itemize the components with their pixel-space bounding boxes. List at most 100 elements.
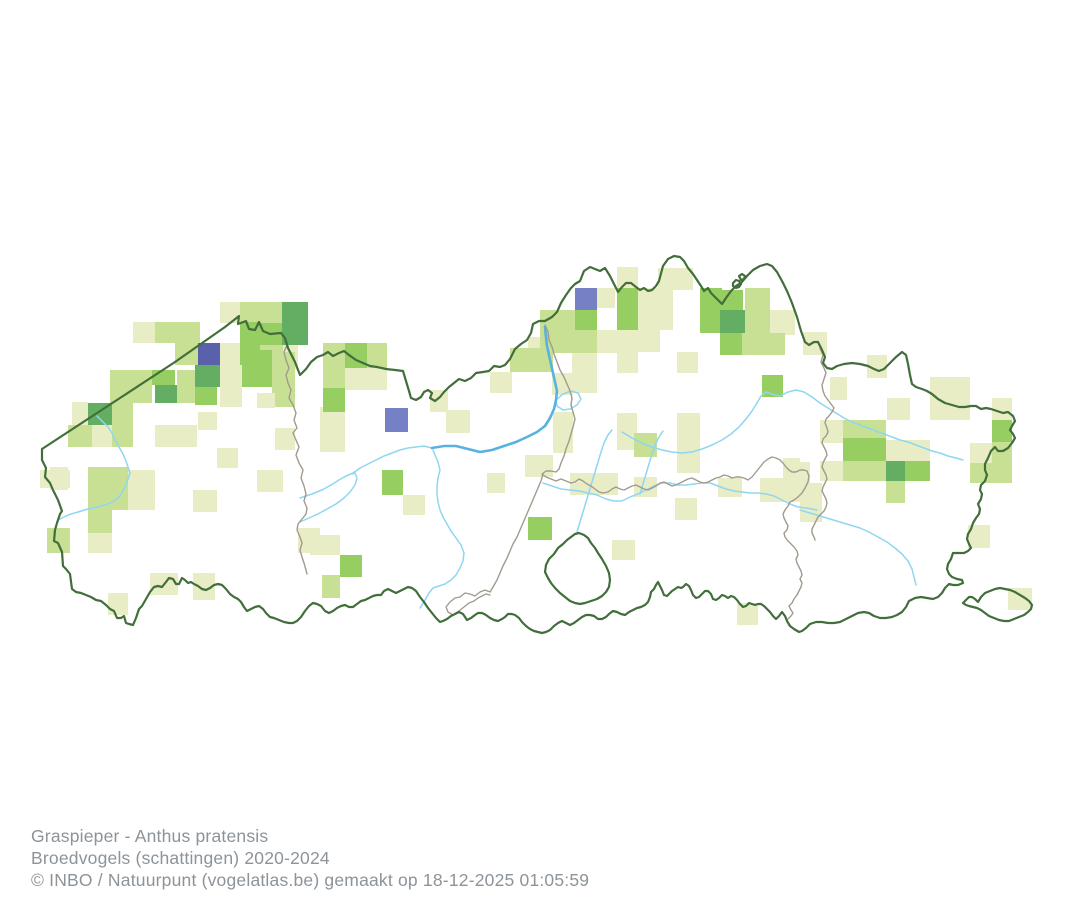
- grid-cell: [323, 368, 345, 388]
- river-path: [299, 445, 433, 499]
- grid-cell: [968, 525, 990, 548]
- grid-cell: [887, 398, 910, 420]
- grid-cell: [275, 428, 295, 450]
- region-border-path: [543, 531, 612, 606]
- grid-cell: [760, 478, 783, 502]
- grid-cell: [68, 425, 92, 447]
- grid-cell: [970, 463, 992, 483]
- grid-cell: [597, 288, 615, 308]
- province-border-path: [283, 337, 308, 575]
- grid-cell: [385, 408, 408, 432]
- grid-cell: [992, 442, 1012, 463]
- grid-cell: [272, 352, 295, 407]
- grid-cell: [88, 467, 128, 510]
- grid-cell: [88, 403, 112, 425]
- grid-cell: [220, 343, 240, 365]
- river-path: [771, 389, 964, 461]
- caption-period: Broedvogels (schattingen) 2020-2024: [31, 848, 330, 868]
- grid-cell: [617, 413, 637, 450]
- grid-cell: [40, 470, 70, 488]
- grid-cell: [47, 528, 70, 553]
- grid-cell: [617, 288, 638, 310]
- grid-cell: [320, 407, 345, 452]
- grid-cell: [830, 377, 847, 400]
- river-path: [799, 509, 917, 586]
- grid-cell: [193, 490, 217, 512]
- river-path: [542, 482, 818, 511]
- grid-cell: [133, 322, 155, 343]
- grid-cell: [770, 310, 795, 335]
- grid-cell: [905, 461, 930, 481]
- river-path: [555, 390, 582, 411]
- grid-cell: [867, 355, 887, 378]
- grid-cell: [762, 375, 783, 397]
- grid-cell: [843, 461, 886, 481]
- grid-cell: [843, 438, 886, 461]
- grid-cell: [742, 333, 763, 355]
- grid-cell: [323, 388, 345, 412]
- grid-cells-layer: [40, 267, 1032, 625]
- river-path: [299, 472, 358, 523]
- grid-cell: [195, 387, 217, 405]
- province-border-path: [541, 324, 810, 620]
- grid-cell: [992, 463, 1012, 483]
- grid-cell: [193, 573, 215, 600]
- grid-cell: [155, 322, 178, 343]
- grid-cell: [260, 302, 282, 323]
- grid-cell: [992, 398, 1012, 420]
- grid-cell: [198, 412, 217, 430]
- river-path: [621, 391, 773, 454]
- rivers-layer: [57, 325, 964, 609]
- region-border-layer: [40, 254, 1034, 635]
- grid-cell: [155, 425, 197, 447]
- grid-cell: [718, 478, 742, 497]
- grid-cell: [430, 390, 448, 412]
- river-path: [419, 449, 465, 609]
- province-border-path: [811, 347, 835, 541]
- grid-cell: [675, 498, 697, 520]
- grid-cell: [1008, 588, 1032, 610]
- grid-cell: [677, 352, 698, 373]
- grid-cell: [886, 440, 930, 461]
- grid-cell: [540, 310, 575, 330]
- grid-cell: [525, 455, 553, 477]
- grid-cell: [340, 555, 362, 577]
- province-borders-layer: [283, 324, 835, 620]
- grid-cell: [198, 343, 220, 365]
- grid-cell: [152, 370, 175, 385]
- grid-cell: [843, 420, 886, 438]
- grid-cell: [257, 470, 283, 492]
- grid-cell: [638, 288, 658, 330]
- grid-cell: [745, 288, 770, 310]
- grid-cell: [528, 517, 552, 540]
- grid-cell: [242, 350, 272, 387]
- grid-cell: [673, 268, 693, 290]
- grid-cell: [490, 372, 512, 393]
- grid-cell: [310, 535, 340, 555]
- grid-cell: [886, 461, 905, 481]
- grid-cell: [720, 333, 742, 355]
- grid-cell: [677, 413, 700, 473]
- grid-cell: [597, 330, 617, 353]
- grid-cell: [763, 333, 785, 355]
- region-border-path: [961, 586, 1034, 623]
- grid-cell: [617, 310, 638, 330]
- grid-cell: [322, 575, 340, 598]
- grid-cell: [240, 322, 260, 343]
- grid-cell: [737, 603, 758, 625]
- river-path: [57, 415, 131, 521]
- grid-cell: [282, 302, 308, 324]
- grid-cell: [195, 365, 220, 387]
- grid-cell: [745, 310, 770, 335]
- grid-cell: [612, 540, 635, 560]
- region-border-path: [40, 254, 1017, 635]
- grid-cell: [638, 330, 660, 352]
- grid-cell: [72, 402, 88, 425]
- grid-cell: [575, 310, 597, 330]
- grid-cell: [131, 370, 152, 403]
- grid-cell: [257, 393, 275, 408]
- grid-cell: [540, 330, 597, 353]
- grid-cell: [240, 302, 260, 323]
